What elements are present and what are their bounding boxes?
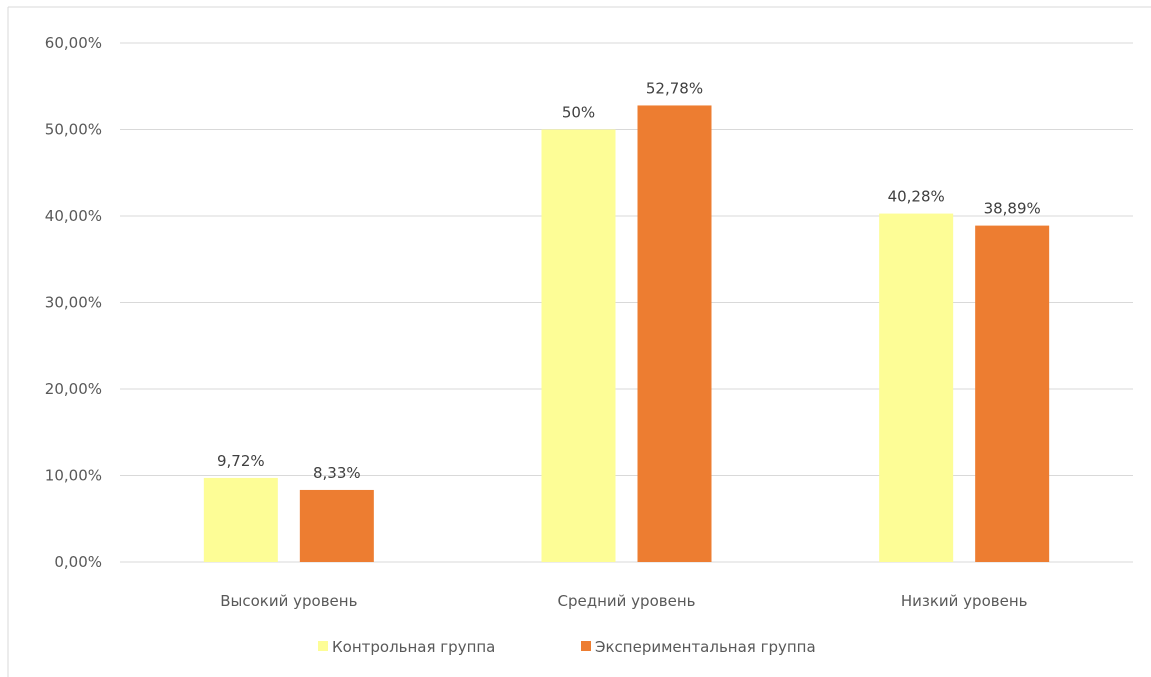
y-tick-label: 10,00%	[45, 467, 102, 485]
gridlines	[120, 42, 1133, 563]
data-label: 9,72%	[217, 452, 265, 470]
y-tick-label: 60,00%	[45, 34, 102, 52]
y-tick-label: 50,00%	[45, 121, 102, 139]
data-label: 52,78%	[646, 79, 703, 97]
bar-control-0	[203, 477, 278, 562]
x-axis-categories: Высокий уровень Средний уровень Низкий уро…	[220, 592, 1027, 610]
data-label: 40,28%	[888, 188, 945, 206]
x-category-label: Средний уровень	[558, 592, 696, 610]
data-label: 38,89%	[984, 200, 1041, 218]
y-axis-ticks: 0,00% 10,00% 20,00% 30,00% 40,00% 50,00% 60,00…	[45, 34, 102, 571]
legend-swatch	[581, 641, 591, 651]
bar-experimental-0	[299, 489, 374, 562]
legend-swatch	[318, 641, 328, 651]
legend-label: Контрольная группа	[332, 638, 495, 656]
bars	[203, 105, 1050, 562]
bar-experimental-2	[975, 225, 1050, 562]
bar-control-2	[879, 213, 954, 562]
data-label: 8,33%	[313, 464, 361, 482]
data-label: 50%	[562, 104, 595, 122]
legend: Контрольная группа Экспериментальная груп…	[318, 638, 816, 656]
data-labels: 9,72% 8,33% 50% 52,78% 40,28% 38,89%	[217, 79, 1041, 481]
x-category-label: Высокий уровень	[220, 592, 357, 610]
y-tick-label: 40,00%	[45, 207, 102, 225]
legend-label: Экспериментальная группа	[595, 638, 816, 656]
y-tick-label: 0,00%	[54, 553, 102, 571]
y-tick-label: 30,00%	[45, 294, 102, 312]
x-category-label: Низкий уровень	[901, 592, 1028, 610]
bar-experimental-1	[637, 105, 712, 562]
bar-control-1	[541, 129, 616, 562]
y-tick-label: 20,00%	[45, 380, 102, 398]
